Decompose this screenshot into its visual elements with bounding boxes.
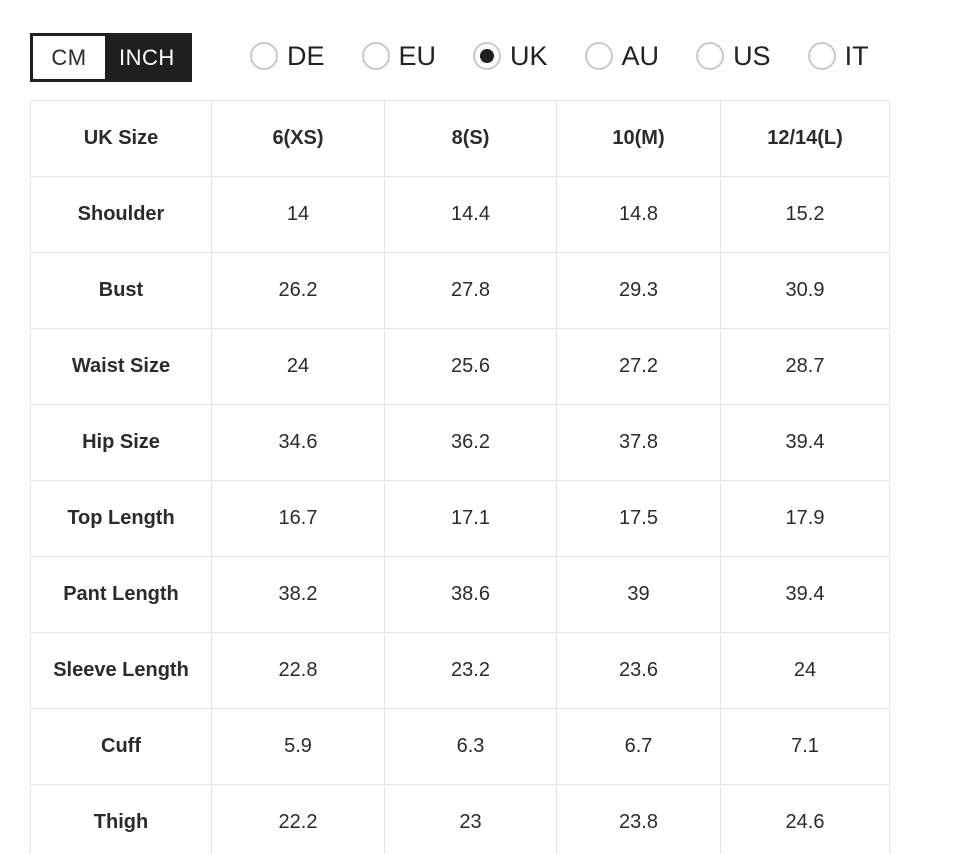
region-label: US xyxy=(733,40,771,71)
measurement-value: 17.5 xyxy=(556,480,721,557)
measurement-value: 28.7 xyxy=(720,328,890,405)
measurement-value: 39 xyxy=(556,556,721,633)
measurement-value: 15.2 xyxy=(720,176,890,253)
table-header-label: UK Size xyxy=(30,100,212,177)
table-header-size: 6(XS) xyxy=(211,100,385,177)
measurement-value: 26.2 xyxy=(211,252,385,329)
measurement-value: 14.8 xyxy=(556,176,721,253)
measurement-value: 23.2 xyxy=(384,632,557,709)
radio-unselected-icon xyxy=(250,42,278,70)
table-row: Hip Size 34.6 36.2 37.8 39.4 xyxy=(30,404,890,481)
region-radio-de[interactable]: DE xyxy=(250,42,325,70)
region-radio-us[interactable]: US xyxy=(696,42,771,70)
row-label: Waist Size xyxy=(30,328,212,405)
measurement-value: 27.2 xyxy=(556,328,721,405)
region-label: IT xyxy=(844,40,869,71)
measurement-value: 22.8 xyxy=(211,632,385,709)
measurement-value: 23.6 xyxy=(556,632,721,709)
measurement-value: 37.8 xyxy=(556,404,721,481)
measurement-value: 29.3 xyxy=(556,252,721,329)
measurement-value: 6.3 xyxy=(384,708,557,785)
measurement-value: 7.1 xyxy=(720,708,890,785)
radio-unselected-icon xyxy=(696,42,725,70)
measurement-value: 30.9 xyxy=(720,252,890,329)
measurement-value: 34.6 xyxy=(211,404,385,481)
measurement-value: 6.7 xyxy=(556,708,721,785)
row-label: Pant Length xyxy=(30,556,212,633)
region-label: EU xyxy=(398,40,437,71)
measurement-value: 14 xyxy=(211,176,385,253)
measurement-value: 14.4 xyxy=(384,176,557,253)
region-radio-au[interactable]: AU xyxy=(584,40,660,71)
measurement-value: 38.2 xyxy=(211,556,385,633)
unit-option-inch[interactable]: INCH xyxy=(105,36,189,79)
row-label: Thigh xyxy=(30,784,212,854)
radio-unselected-icon xyxy=(807,42,836,70)
region-radio-it[interactable]: IT xyxy=(807,40,869,71)
radio-selected-icon xyxy=(473,42,502,70)
row-label: Sleeve Length xyxy=(30,632,212,709)
row-label: Shoulder xyxy=(30,176,212,253)
measurement-value: 22.2 xyxy=(211,784,385,854)
region-radio-uk[interactable]: UK xyxy=(473,42,548,70)
radio-unselected-icon xyxy=(584,42,613,70)
table-row: Sleeve Length 22.8 23.2 23.6 24 xyxy=(30,632,890,709)
measurement-value: 23 xyxy=(384,784,557,854)
measurement-value: 5.9 xyxy=(211,708,385,785)
table-row: Shoulder 14 14.4 14.8 15.2 xyxy=(30,176,890,253)
table-row: Pant Length 38.2 38.6 39 39.4 xyxy=(30,556,890,633)
unit-option-cm[interactable]: CM xyxy=(33,36,105,79)
row-label: Cuff xyxy=(30,708,212,785)
unit-toggle: CM INCH xyxy=(30,33,192,82)
table-header-size: 12/14(L) xyxy=(720,100,890,177)
measurement-value: 39.4 xyxy=(720,556,890,633)
measurement-value: 17.9 xyxy=(720,480,890,557)
measurement-value: 24.6 xyxy=(720,784,890,854)
table-row: Waist Size 24 25.6 27.2 28.7 xyxy=(30,328,890,405)
measurement-value: 38.6 xyxy=(384,556,557,633)
region-radio-eu[interactable]: EU xyxy=(361,40,437,71)
measurement-value: 17.1 xyxy=(384,480,557,557)
measurement-value: 16.7 xyxy=(211,480,385,557)
table-row: Bust 26.2 27.8 29.3 30.9 xyxy=(30,252,890,329)
row-label: Bust xyxy=(30,252,212,329)
region-label: AU xyxy=(621,40,660,71)
table-row: Thigh 22.2 23 23.8 24.6 xyxy=(30,784,890,854)
row-label: Top Length xyxy=(30,480,212,557)
table-header-size: 10(M) xyxy=(556,100,721,177)
radio-dot xyxy=(480,49,495,63)
measurement-value: 24 xyxy=(211,328,385,405)
region-label: UK xyxy=(510,40,548,71)
region-radio-group: DE EU UK AU US IT xyxy=(250,42,869,70)
measurement-value: 39.4 xyxy=(720,404,890,481)
table-header-size: 8(S) xyxy=(384,100,557,177)
measurement-value: 27.8 xyxy=(384,252,557,329)
table-row: Top Length 16.7 17.1 17.5 17.9 xyxy=(30,480,890,557)
size-table-header-row: UK Size 6(XS) 8(S) 10(M) 12/14(L) xyxy=(30,100,890,177)
table-row: Cuff 5.9 6.3 6.7 7.1 xyxy=(30,708,890,785)
measurement-value: 24 xyxy=(720,632,890,709)
measurement-value: 36.2 xyxy=(384,404,557,481)
radio-unselected-icon xyxy=(361,42,390,70)
measurement-value: 25.6 xyxy=(384,328,557,405)
row-label: Hip Size xyxy=(30,404,212,481)
size-table: UK Size 6(XS) 8(S) 10(M) 12/14(L) Shoulder 14… xyxy=(30,100,890,854)
region-label: DE xyxy=(287,40,325,71)
measurement-value: 23.8 xyxy=(556,784,721,854)
